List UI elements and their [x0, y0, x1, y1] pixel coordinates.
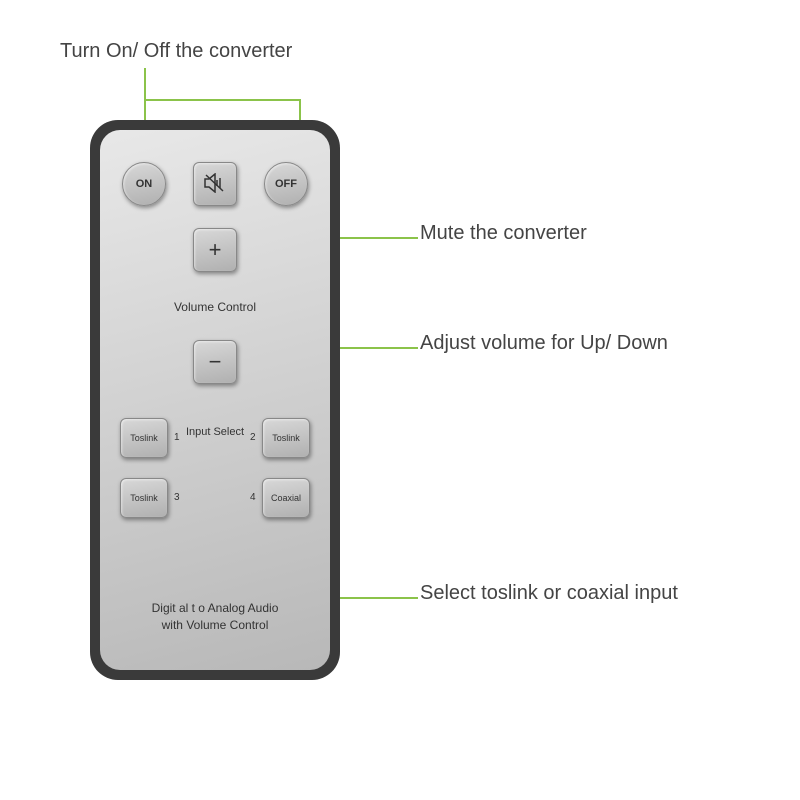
volume-down-button[interactable]: − [193, 340, 237, 384]
on-button[interactable]: ON [122, 162, 166, 206]
volume-down-label: − [209, 349, 222, 375]
callout-input-text: Select toslink or coaxial input [420, 582, 678, 604]
mute-icon [203, 173, 227, 196]
toslink-1-button[interactable]: Toslink [120, 418, 168, 458]
remote-face: ON OFF + Volume Control − Toslink [100, 130, 330, 670]
remote-title-line1: Digit al t o Analog Audio [100, 600, 330, 617]
volume-up-label: + [209, 237, 222, 263]
callout-power-text: Turn On/ Off the converter [60, 40, 292, 62]
input-number-2: 2 [250, 432, 256, 443]
remote-body: ON OFF + Volume Control − Toslink [90, 120, 340, 680]
callout-mute-text: Mute the converter [420, 222, 587, 244]
input-number-4: 4 [250, 492, 256, 503]
coaxial-label: Coaxial [271, 493, 301, 503]
callout-volume-text: Adjust volume for Up/ Down [420, 332, 668, 354]
toslink-2-label: Toslink [272, 433, 300, 443]
callout-volume: Adjust volume for Up/ Down [420, 332, 668, 355]
toslink-3-label: Toslink [130, 493, 158, 503]
volume-up-button[interactable]: + [193, 228, 237, 272]
toslink-3-button[interactable]: Toslink [120, 478, 168, 518]
on-label: ON [136, 178, 153, 190]
remote-title: Digit al t o Analog Audio with Volume Co… [100, 600, 330, 634]
remote-title-line2: with Volume Control [100, 617, 330, 634]
callout-power: Turn On/ Off the converter [60, 40, 292, 63]
coaxial-button[interactable]: Coaxial [262, 478, 310, 518]
off-button[interactable]: OFF [264, 162, 308, 206]
off-label: OFF [275, 178, 297, 190]
input-number-3: 3 [174, 492, 180, 503]
toslink-2-button[interactable]: Toslink [262, 418, 310, 458]
callout-input: Select toslink or coaxial input [420, 582, 678, 605]
callout-mute: Mute the converter [420, 222, 587, 245]
volume-control-label: Volume Control [100, 300, 330, 314]
mute-button[interactable] [193, 162, 237, 206]
